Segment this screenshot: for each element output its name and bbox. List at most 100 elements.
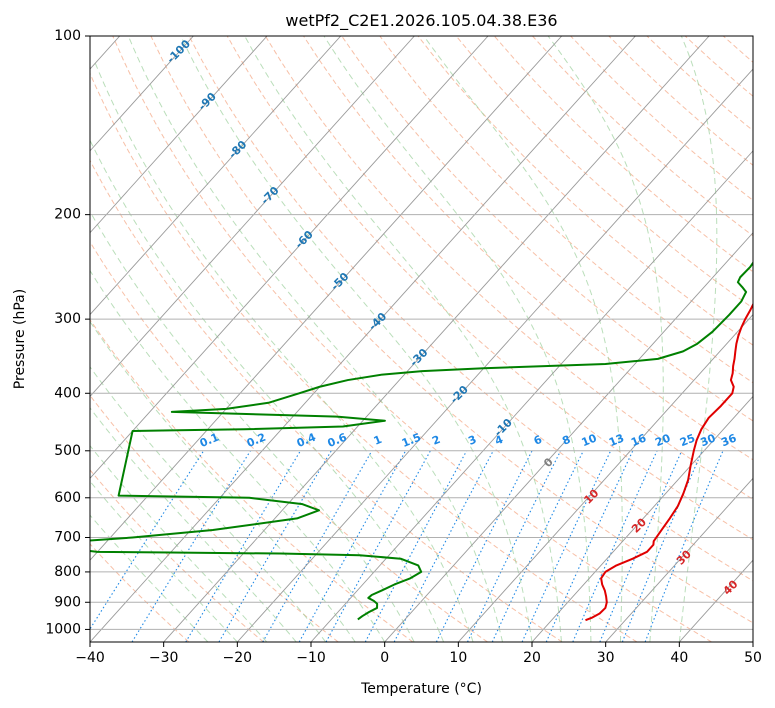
mixing-ratio-line: [572, 450, 658, 642]
isotherm-line: [384, 232, 753, 642]
moist-adiabat: [323, 36, 592, 642]
y-tick-label: 300: [54, 311, 81, 327]
plot-frame: [89, 35, 754, 643]
isotherm-line: [457, 313, 753, 642]
mixing-ratio-label: 1.5: [400, 431, 423, 450]
chart-title: wetPf2_C2E1.2026.105.04.38.E36: [285, 11, 557, 31]
mixing-ratio-label: 8: [560, 433, 572, 448]
mixing-ratio-label: 0.6: [326, 431, 349, 450]
dry-adiabat: [608, 36, 753, 166]
warm-isotherm-label: 30: [674, 547, 694, 567]
y-tick-label: 900: [54, 594, 81, 610]
dry-adiabat: [90, 469, 264, 642]
moist-adiabat: [244, 36, 562, 642]
isotherm-line: [90, 36, 268, 234]
mixing-ratio-line: [491, 450, 584, 642]
mixing-ratio-label: 30: [698, 431, 717, 449]
moist-adiabat: [90, 514, 209, 642]
dry-adiabat: [90, 72, 638, 642]
warm-isotherm-label: 20: [629, 515, 649, 535]
moist-adiabat: [93, 60, 474, 642]
plot-area: [90, 36, 775, 642]
y-tick-label: 600: [54, 490, 81, 506]
mixing-ratio-line: [131, 450, 251, 642]
dry-adiabat: [761, 36, 775, 642]
temperature-line: [585, 302, 753, 622]
mixing-ratio-line: [90, 450, 205, 631]
moist-adiabat: [127, 36, 504, 642]
mixing-ratio-label: 20: [653, 431, 672, 449]
dry-adiabat: [264, 36, 753, 500]
y-tick-label: 700: [54, 530, 81, 546]
dry-adiabat: [90, 240, 488, 642]
zero-isotherm-label: 0: [541, 455, 556, 470]
y-axis-title: Pressure (hPa): [12, 289, 28, 389]
mixing-ratio-label: 0.2: [245, 431, 268, 450]
mixing-ratio-line: [262, 450, 373, 642]
x-tick-label: 50: [744, 650, 762, 666]
mixing-ratio-label: 16: [629, 431, 648, 449]
moist-adiabat: [90, 139, 445, 642]
mixing-ratio-line: [185, 450, 301, 642]
mixing-ratio-line: [599, 450, 683, 642]
y-tick-label: 400: [54, 385, 81, 401]
dry-adiabat: [379, 36, 753, 384]
mixing-ratio-line: [364, 450, 468, 642]
y-tick-label: 1000: [45, 621, 81, 637]
grid-group: [90, 36, 753, 642]
dry-adiabat: [646, 36, 753, 132]
moist-adiabat: [90, 210, 415, 642]
dry-adiabat: [90, 318, 414, 642]
moist-adiabat: [90, 480, 238, 642]
isotherm-line: [752, 641, 753, 642]
series-group: [90, 261, 753, 622]
warm-isotherm-label: 40: [721, 577, 741, 597]
x-tick-label: −40: [75, 650, 105, 666]
mixing-ratio-line: [621, 450, 703, 642]
x-tick-label: −30: [149, 650, 179, 666]
mixing-ratio-label: 3: [466, 433, 478, 448]
y-axis-ticks: 100 200 300 400 500 600 700 800 900 1000: [45, 28, 90, 637]
isotherm-line: [90, 36, 194, 152]
x-tick-label: 0: [380, 650, 389, 666]
x-tick-label: −10: [296, 650, 326, 666]
x-tick-label: 40: [670, 650, 688, 666]
dry-adiabat: [455, 36, 753, 309]
mixing-ratio-label: 13: [607, 431, 626, 449]
mixing-ratio-label: 0.1: [198, 431, 221, 450]
isotherm-line: [531, 395, 753, 642]
mixing-ratio-line: [435, 450, 533, 642]
isotherm-line: [90, 36, 489, 479]
mixing-ratio-label: 10: [580, 431, 599, 449]
mixing-ratio-label: 6: [532, 433, 544, 448]
mixing-ratio-label: 1: [372, 433, 384, 448]
mixing-ratio-label: 36: [719, 431, 738, 449]
mixing-ratio-line: [393, 450, 494, 642]
dry-adiabat: [417, 36, 753, 346]
y-tick-label: 800: [54, 564, 81, 580]
mixing-ratio-line: [545, 450, 634, 642]
moist-adiabat: [547, 36, 664, 642]
isotherm-line: [236, 68, 753, 642]
moist-adiabat: [90, 366, 327, 642]
x-axis-ticks: −40 −30 −20 −10 0 10 20 30 40 50: [75, 642, 762, 666]
dry-adiabat: [150, 36, 753, 624]
mixing-ratio-line: [325, 450, 431, 642]
y-tick-label: 100: [54, 28, 81, 44]
moist-adiabat: [90, 407, 297, 642]
dry-adiabat: [90, 394, 339, 642]
mixing-ratio-label: 2: [430, 433, 442, 448]
moist-adiabat: [90, 444, 268, 642]
mixing-ratio-line: [298, 450, 407, 642]
isotherm-line: [605, 477, 753, 642]
x-tick-label: 10: [449, 650, 467, 666]
moist-adiabat: [678, 36, 718, 642]
warm-isotherm-label: 10: [581, 486, 601, 506]
dry-adiabat: [90, 159, 563, 642]
dry-adiabat: [112, 36, 712, 642]
dewpoint-line: [90, 261, 753, 621]
x-axis-title: Temperature (°C): [360, 681, 482, 697]
dry-adiabat: [493, 36, 753, 273]
moist-adiabat: [180, 36, 533, 642]
